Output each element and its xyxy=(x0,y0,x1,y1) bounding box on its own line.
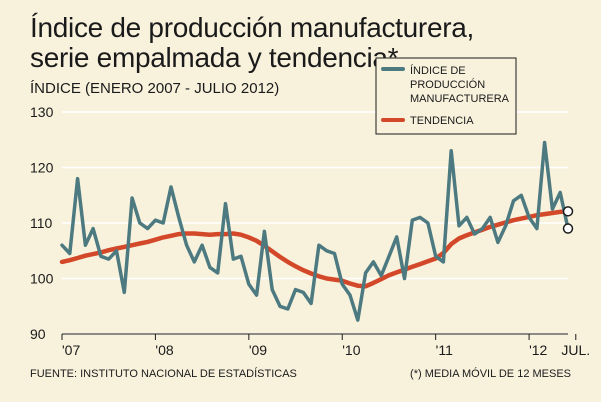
legend-label-index-line-2: PRODUCCIÓN xyxy=(410,78,485,91)
x-tick-label: '07 xyxy=(62,342,80,358)
y-tick-label-130: 130 xyxy=(30,104,54,120)
x-axis: '07 '08 '09 '10 '11 '12 JUL. xyxy=(61,333,590,358)
chart-title-line-2: serie empalmada y tendencia* xyxy=(30,42,399,73)
legend-label-index-line-1: ÍNDICE DE xyxy=(410,64,466,77)
x-tick-label: '09 xyxy=(249,342,267,358)
legend: ÍNDICE DE PRODUCCIÓN MANUFACTURERA TENDE… xyxy=(375,57,517,135)
x-tick-label: '10 xyxy=(342,342,360,358)
x-tick-label: '11 xyxy=(436,342,453,358)
chart-subtitle: ÍNDICE (ENERO 2007 - JULIO 2012) xyxy=(30,80,280,97)
legend-label-index-line-3: MANUFACTURERA xyxy=(410,93,510,105)
footnote: (*) MEDIA MÓVIL DE 12 MESES xyxy=(410,368,571,380)
endpoint-marker-index xyxy=(562,223,574,234)
y-tick-label-110: 110 xyxy=(30,215,53,231)
y-axis: 90 100 110 120 130 xyxy=(30,104,54,342)
x-tick-label: '12 xyxy=(529,342,547,358)
y-tick-label-100: 100 xyxy=(30,271,54,287)
endpoint-markers xyxy=(562,206,574,234)
chart-title-line-1: Índice de producción manufacturera, xyxy=(30,12,474,43)
x-tick-label: '08 xyxy=(155,342,173,358)
endpoint-marker-trend xyxy=(562,206,574,217)
y-tick-label-120: 120 xyxy=(30,160,54,176)
series-lines xyxy=(59,140,571,322)
series-line-index xyxy=(60,140,570,322)
x-tick-label: JUL. xyxy=(561,342,590,358)
source-note: FUENTE: INSTITUTO NACIONAL DE ESTADÍSTIC… xyxy=(30,368,297,380)
y-tick-label-90: 90 xyxy=(30,326,46,342)
legend-label-trend: TENDENCIA xyxy=(410,115,474,127)
